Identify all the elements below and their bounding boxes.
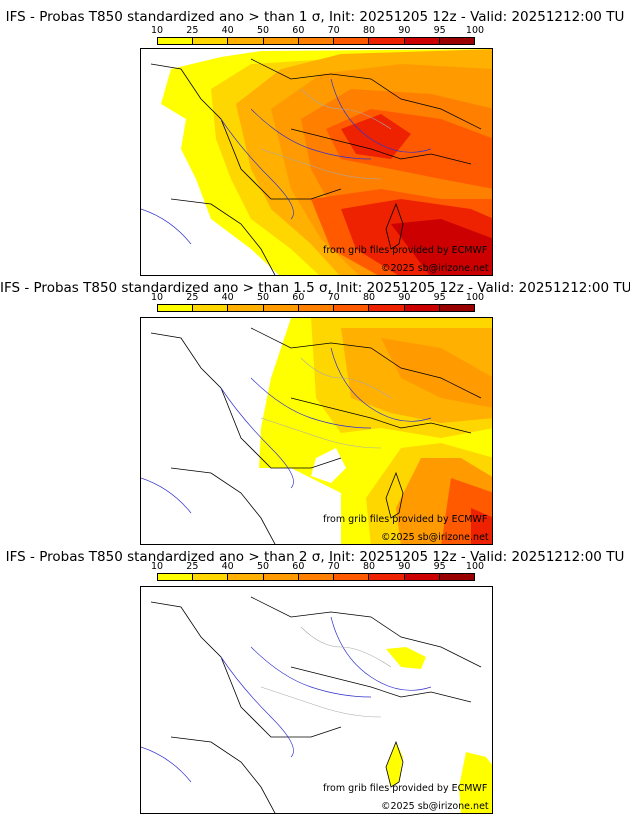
colorbar-swatch <box>334 574 370 580</box>
probability-map: from grib files provided by ECMWF ©2025 … <box>140 317 493 545</box>
colorbar-tick-label: 80 <box>362 292 376 303</box>
credit-source: from grib files provided by ECMWF <box>323 514 488 525</box>
colorbar-swatch <box>263 305 299 311</box>
colorbar-tick-label: 70 <box>327 561 340 572</box>
probability-map: from grib files provided by ECMWF ©2025 … <box>140 586 493 814</box>
colorbar-swatches <box>157 37 475 45</box>
colorbar-tick-label: 70 <box>327 292 340 303</box>
colorbar-ticks: 10 25 40 50 60 70 80 90 95 100 <box>151 561 484 572</box>
colorbar-tick-label: 50 <box>256 292 270 303</box>
colorbar-swatch <box>334 38 370 44</box>
colorbar-tick-label: 10 <box>150 292 164 303</box>
colorbar-tick-label: 90 <box>398 25 411 36</box>
colorbar-swatch <box>298 574 335 580</box>
colorbar-tick-label: 100 <box>465 292 485 303</box>
map-graphic <box>141 318 492 544</box>
credit-copyright: ©2025 sb@irizone.net <box>381 532 489 543</box>
colorbar-tick-label: 80 <box>362 25 376 36</box>
colorbar-tick-label: 95 <box>433 561 446 572</box>
colorbar-swatch <box>228 38 264 44</box>
colorbar-tick-label: 50 <box>256 25 270 36</box>
colorbar-swatch <box>193 305 229 311</box>
colorbar-tick-label: 40 <box>221 292 234 303</box>
map-graphic <box>141 49 492 275</box>
map-panel-1: IFS - Probas T850 standardized ano > tha… <box>0 0 630 276</box>
colorbar-tick-label: 10 <box>150 561 164 572</box>
colorbar-tick-label: 95 <box>433 25 446 36</box>
colorbar-ticks: 10 25 40 50 60 70 80 90 95 100 <box>151 25 484 36</box>
colorbar-tick-label: 80 <box>362 561 376 572</box>
colorbar-tick-label: 100 <box>465 561 485 572</box>
colorbar-tick-label: 25 <box>186 292 199 303</box>
colorbar-swatch <box>369 574 405 580</box>
colorbar-swatch <box>263 38 299 44</box>
colorbar-swatch <box>369 38 405 44</box>
colorbar-tick-label: 100 <box>465 25 485 36</box>
colorbar-swatch <box>228 574 264 580</box>
colorbar-tick-label: 40 <box>221 25 234 36</box>
colorbar-tick-label: 40 <box>221 561 234 572</box>
credit-copyright: ©2025 sb@irizone.net <box>381 263 489 274</box>
colorbar-swatch <box>439 305 474 311</box>
colorbar-swatch <box>193 574 229 580</box>
colorbar-swatch <box>404 574 440 580</box>
colorbar-tick-label: 25 <box>186 561 199 572</box>
colorbar-swatch <box>158 38 194 44</box>
panel-title: IFS - Probas T850 standardized ano > tha… <box>0 280 630 296</box>
colorbar-tick-label: 70 <box>327 25 340 36</box>
credit-source: from grib files provided by ECMWF <box>323 783 488 794</box>
map-panel-2: IFS - Probas T850 standardized ano > tha… <box>0 276 630 546</box>
map-graphic <box>141 596 492 813</box>
colorbar-tick-label: 50 <box>256 561 270 572</box>
panel-title: IFS - Probas T850 standardized ano > tha… <box>5 9 625 25</box>
colorbar-swatch <box>439 38 474 44</box>
colorbar-swatch <box>404 305 440 311</box>
colorbar-swatches <box>157 304 475 312</box>
colorbar-swatch <box>158 305 194 311</box>
colorbar-tick-label: 60 <box>292 561 305 572</box>
colorbar-tick-label: 25 <box>186 25 199 36</box>
colorbar-ticks: 10 25 40 50 60 70 80 90 95 100 <box>151 292 484 303</box>
colorbar: 10 25 40 50 60 70 80 90 95 100 <box>151 292 484 312</box>
credit-source: from grib files provided by ECMWF <box>323 245 488 256</box>
colorbar-swatches <box>157 573 475 581</box>
colorbar-swatch <box>334 305 370 311</box>
colorbar-swatch <box>404 38 440 44</box>
colorbar-tick-label: 90 <box>398 292 411 303</box>
colorbar-swatch <box>439 574 474 580</box>
colorbar-tick-label: 60 <box>292 25 305 36</box>
colorbar-swatch <box>228 305 264 311</box>
colorbar-tick-label: 60 <box>292 292 305 303</box>
colorbar-swatch <box>158 574 194 580</box>
colorbar-tick-label: 90 <box>398 561 411 572</box>
map-panel-3: IFS - Probas T850 standardized ano > tha… <box>0 546 630 828</box>
colorbar-swatch <box>298 305 335 311</box>
probability-map: from grib files provided by ECMWF ©2025 … <box>140 48 493 276</box>
colorbar-swatch <box>298 38 335 44</box>
colorbar-tick-label: 95 <box>433 292 446 303</box>
credit-copyright: ©2025 sb@irizone.net <box>381 801 489 812</box>
colorbar-swatch <box>193 38 229 44</box>
colorbar-swatch <box>263 574 299 580</box>
colorbar: 10 25 40 50 60 70 80 90 95 100 <box>151 25 484 45</box>
colorbar-tick-label: 10 <box>150 25 164 36</box>
panel-title: IFS - Probas T850 standardized ano > tha… <box>5 549 625 565</box>
colorbar-swatch <box>369 305 405 311</box>
colorbar: 10 25 40 50 60 70 80 90 95 100 <box>151 561 484 581</box>
